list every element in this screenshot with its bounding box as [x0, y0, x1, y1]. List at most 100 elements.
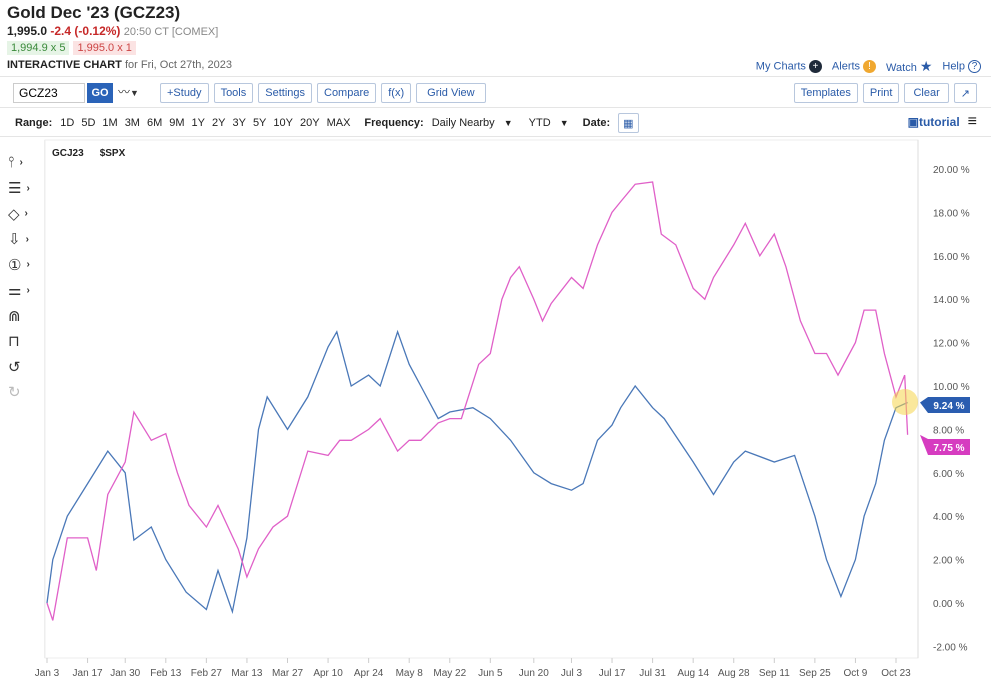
chart-label: INTERACTIVE CHART	[7, 59, 122, 71]
chevron-down-icon: ▼	[503, 118, 513, 128]
x-tick-label: Jun 5	[478, 668, 503, 679]
my-charts-link[interactable]: My Charts +	[756, 60, 822, 73]
chart-legend: GCJ23 $SPX	[52, 148, 125, 159]
undo-button[interactable]: ↺	[8, 354, 40, 380]
fx-button[interactable]: f(x)	[381, 83, 412, 103]
range-option[interactable]: 9M	[169, 117, 185, 129]
lock-tool[interactable]: ⊓	[8, 329, 40, 355]
expand-button[interactable]: ↗	[953, 83, 977, 103]
help-icon: ?	[968, 60, 981, 73]
chevron-down-icon: ▼	[559, 118, 569, 128]
range-option[interactable]: 5D	[81, 117, 96, 129]
range-bar: Range: 1D 5D 1M 3M 6M 9M 1Y 2Y 3Y 5Y 10Y 20Y MAX Fre…	[15, 113, 639, 133]
star-icon: ★	[919, 58, 933, 74]
y-tick-label: 14.00 %	[933, 295, 970, 306]
shape-tool[interactable]: ◇ ›	[8, 201, 40, 227]
divider	[0, 107, 991, 108]
x-tick-label: Jul 17	[599, 668, 626, 679]
range-option[interactable]: 10Y	[273, 117, 293, 129]
help-link[interactable]: Help?	[942, 60, 981, 73]
alerts-link[interactable]: Alerts!	[831, 60, 877, 73]
x-tick-label: Sep 11	[759, 668, 790, 679]
x-tick-label: Feb 13	[150, 668, 182, 679]
divider	[0, 76, 991, 77]
divider	[0, 136, 991, 137]
my-charts-label: My Charts	[755, 60, 806, 73]
calendar-icon: ▦	[623, 117, 634, 130]
frequency-dropdown[interactable]: Daily Nearby ▼	[432, 117, 513, 129]
grid-view-button[interactable]: Grid View	[416, 83, 486, 103]
settings-button[interactable]: Settings	[258, 83, 312, 103]
expand-icon: ↗	[960, 87, 970, 100]
chevron-right-icon: ›	[26, 259, 30, 271]
range-option[interactable]: 20Y	[299, 117, 320, 129]
symbol-input[interactable]	[13, 83, 85, 103]
number-tool[interactable]: ① ›	[8, 252, 40, 278]
range-option[interactable]: 3M	[124, 117, 140, 129]
range-option[interactable]: MAX	[326, 117, 351, 129]
annotation-tool[interactable]: ☰ ›	[8, 176, 40, 202]
legend-spx[interactable]: $SPX	[99, 148, 126, 159]
arrow-tool[interactable]: ⇩ ›	[8, 227, 40, 253]
x-tick-label: Apr 24	[354, 668, 384, 679]
range-option[interactable]: 2Y	[212, 117, 226, 129]
study-button[interactable]: +Study	[160, 83, 209, 103]
ask: 1,995.0 x 1	[73, 41, 136, 55]
range-option[interactable]: 5Y	[252, 117, 267, 129]
range-option[interactable]: 6M	[146, 117, 163, 129]
help-label: Help	[942, 60, 965, 73]
compare-button[interactable]: Compare	[317, 83, 377, 103]
x-tick-label: Jan 3	[35, 668, 60, 679]
x-tick-label: Oct 9	[843, 668, 867, 679]
quote-line: 1,995.0 -2.4 (-0.12%) 20:50 CT [COMEX]	[7, 24, 218, 38]
date-picker-button[interactable]: ▦	[618, 113, 639, 133]
range-option[interactable]: 1D	[60, 117, 75, 129]
clear-button[interactable]: Clear	[904, 83, 949, 103]
period-dropdown[interactable]: YTD ▼	[529, 117, 569, 129]
film-icon: ▣	[907, 115, 919, 129]
plus-circle-icon: +	[808, 60, 822, 73]
toolbar-left: +Study Tools Settings Compare f(x) Grid …	[160, 83, 486, 103]
chevron-right-icon: ›	[26, 284, 30, 296]
crosshair-tool[interactable]: ⫯ ›	[8, 150, 40, 176]
range-option[interactable]: 1M	[102, 117, 118, 129]
magnet-tool[interactable]: ⋒	[8, 303, 40, 329]
range-option[interactable]: 1Y	[191, 117, 205, 129]
go-button[interactable]: GO	[87, 83, 113, 103]
x-tick-label: Jul 3	[561, 668, 583, 679]
print-button[interactable]: Print	[862, 83, 900, 103]
measure-tool[interactable]: ⚌ ›	[8, 278, 40, 304]
watch-link[interactable]: Watch ★	[886, 58, 932, 75]
chevron-right-icon: ›	[25, 233, 29, 245]
x-tick-label: Aug 14	[677, 668, 709, 679]
templates-button[interactable]: Templates	[793, 83, 858, 103]
last-value-tag-spx: 7.75 %	[920, 434, 970, 455]
y-tick-label: 20.00 %	[933, 165, 970, 176]
x-tick-label: May 22	[433, 668, 466, 679]
frequency-value: Daily Nearby	[431, 117, 495, 129]
range-option[interactable]: 3Y	[232, 117, 246, 129]
date-label: Date:	[582, 117, 611, 129]
chevron-right-icon: ›	[19, 157, 23, 169]
magnet-icon: ⋒	[8, 307, 21, 325]
last-value-tag-gold: 9.24 %	[920, 397, 970, 413]
tutorial-link[interactable]: ▣tutorial	[908, 115, 960, 129]
tools-button[interactable]: Tools	[213, 83, 254, 103]
menu-icon[interactable]: ≡	[967, 113, 977, 130]
chart-type-dropdown[interactable]: 〰▼	[118, 83, 139, 100]
chart-heading: INTERACTIVE CHART for Fri, Oct 27th, 202…	[7, 59, 232, 71]
legend-gold[interactable]: GCJ23	[52, 148, 84, 159]
y-tick-label: 18.00 %	[933, 208, 970, 219]
y-tick-label: 4.00 %	[933, 512, 964, 523]
alerts-label: Alerts	[831, 60, 861, 73]
redo-button[interactable]: ↻	[8, 380, 40, 406]
frequency-label: Frequency:	[364, 117, 424, 129]
y-tick-label: -2.00 %	[933, 642, 968, 653]
range-options: 1D 5D 1M 3M 6M 9M 1Y 2Y 3Y 5Y 10Y 20Y MAX	[60, 117, 350, 129]
y-tick-label: 8.00 %	[933, 425, 964, 436]
range-label: Range:	[15, 117, 53, 129]
plot-frame	[44, 139, 919, 659]
x-tick-label: Mar 13	[231, 668, 263, 679]
page-title: Gold Dec '23 (GCZ23)	[7, 3, 181, 22]
